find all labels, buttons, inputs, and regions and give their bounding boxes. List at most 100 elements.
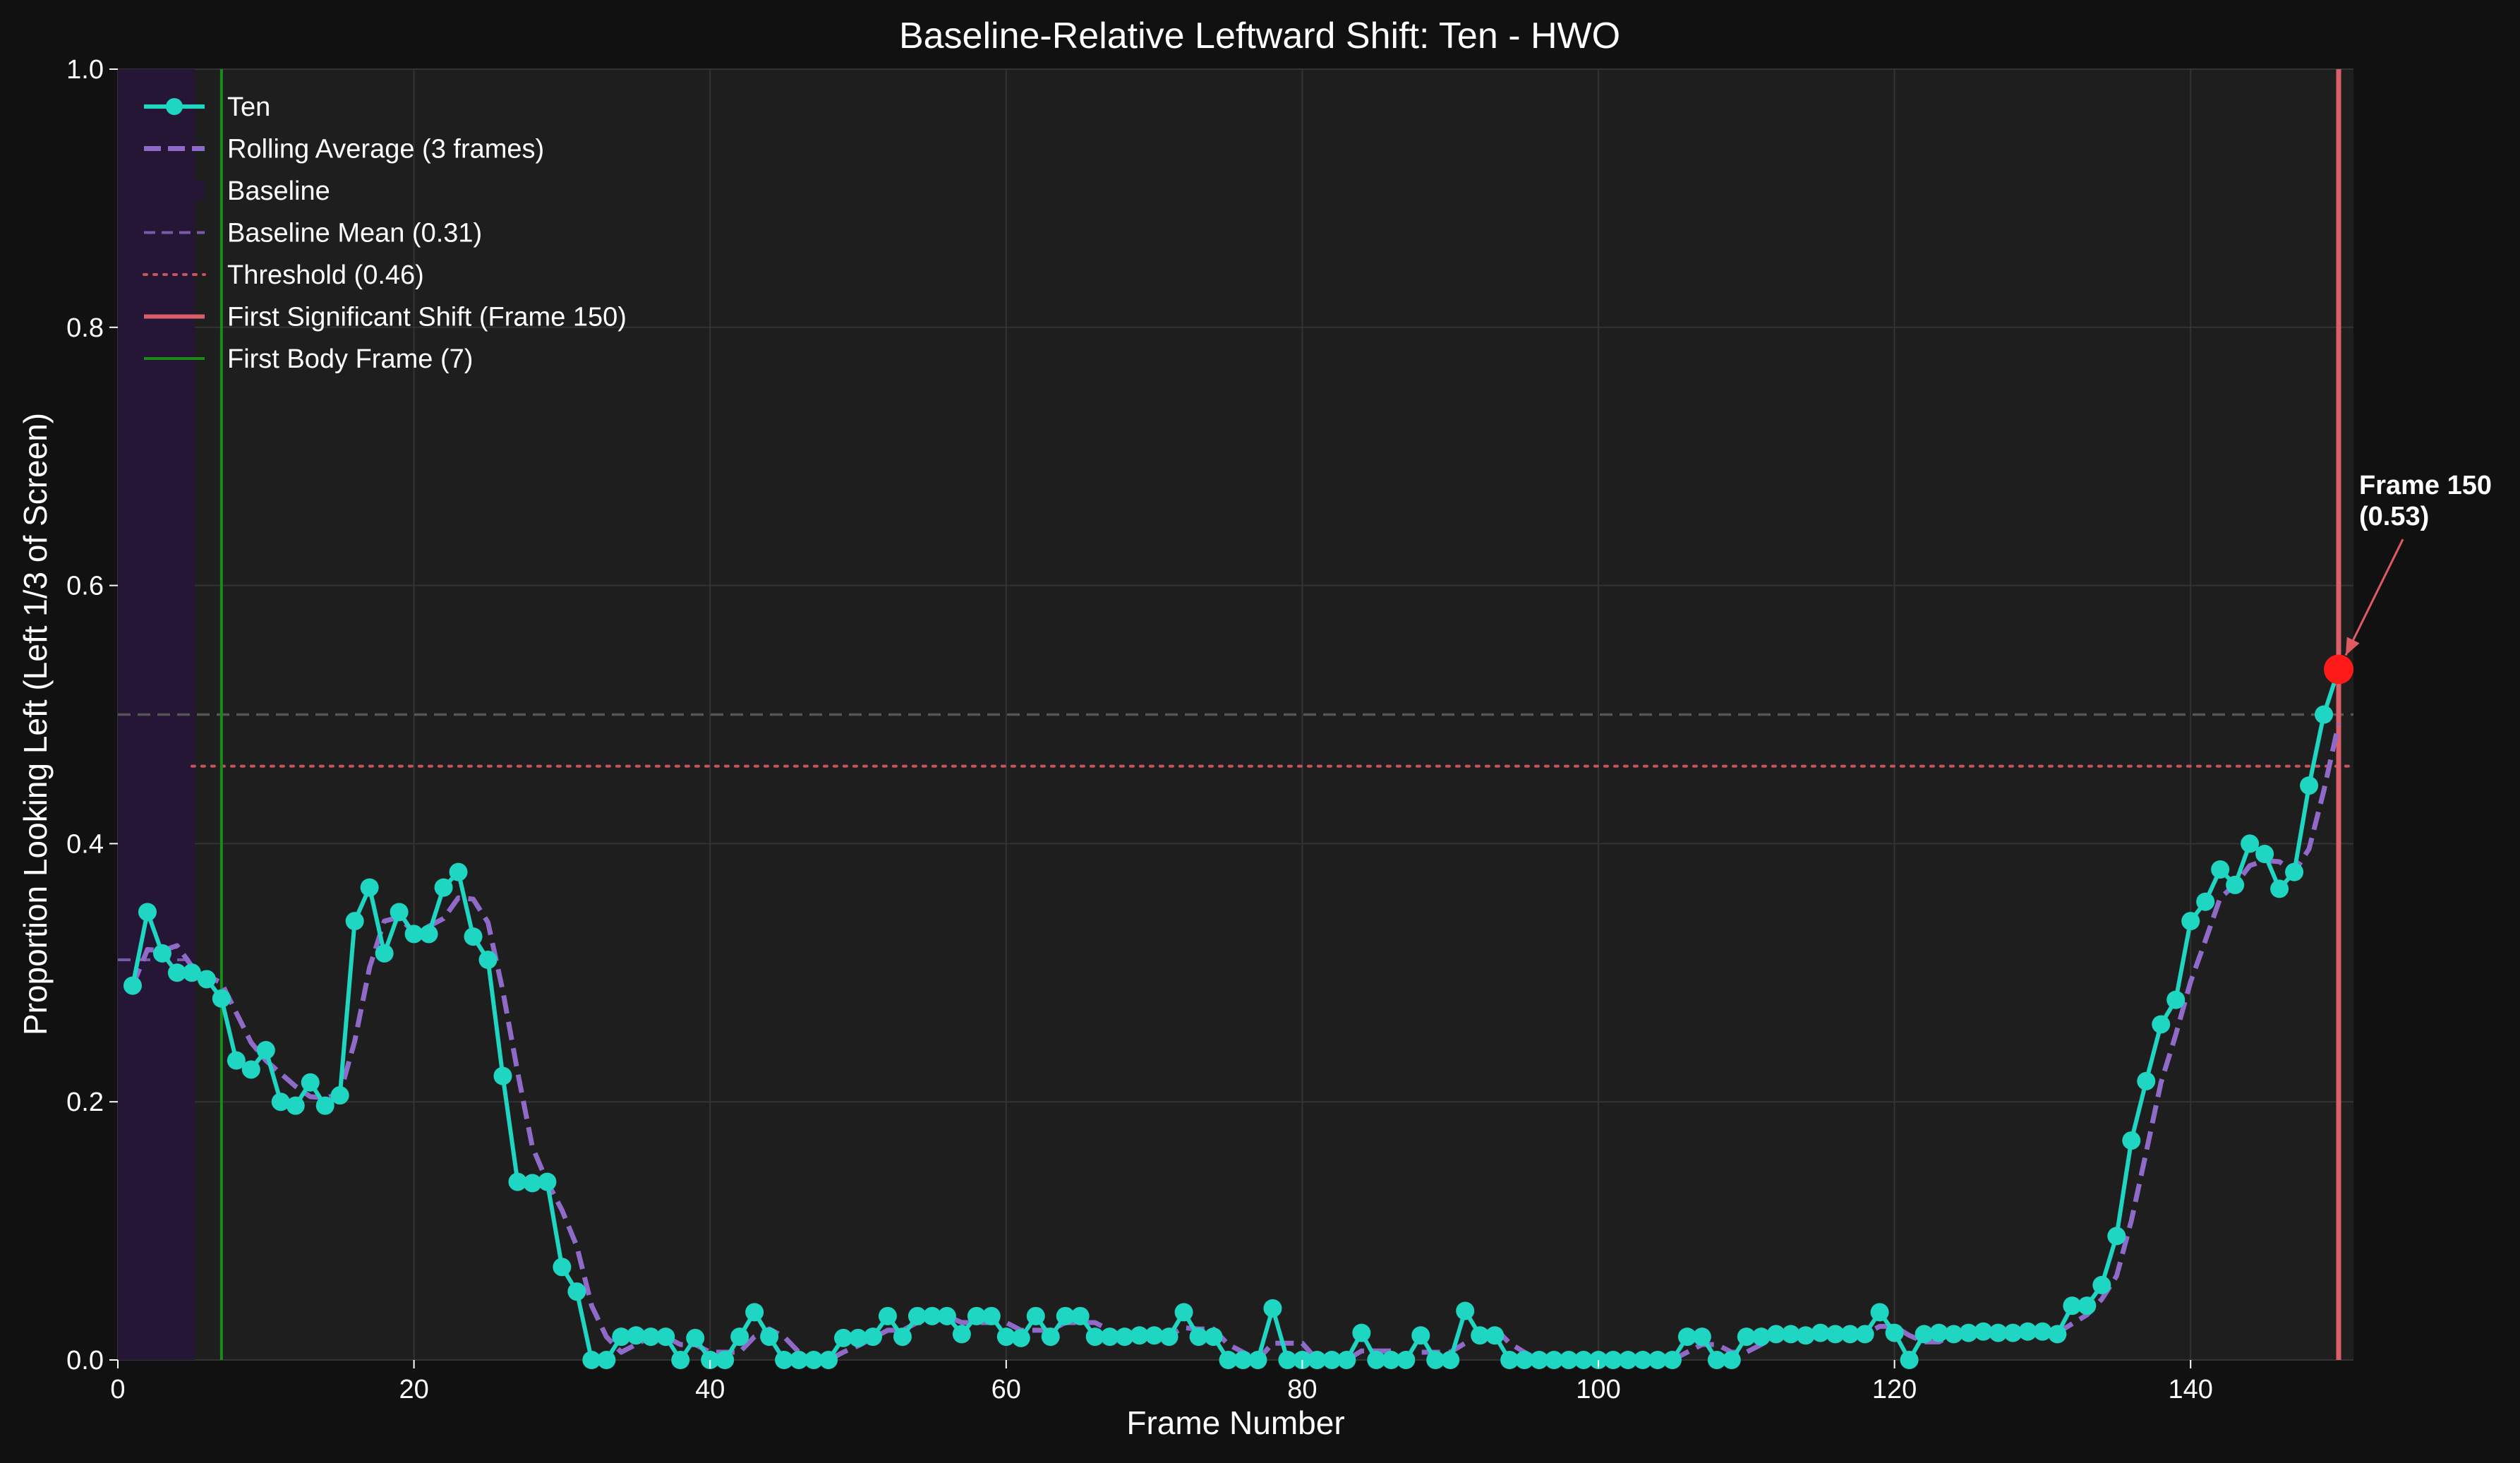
data-point: [478, 951, 498, 970]
data-point: [464, 927, 483, 946]
data-point: [1026, 1306, 1045, 1325]
data-point: [241, 1060, 260, 1079]
chart-title: Baseline-Relative Leftward Shift: Ten - …: [899, 16, 1620, 56]
data-point: [1219, 1351, 1238, 1369]
data-point: [849, 1328, 868, 1347]
y-tick-label: 0.0: [66, 1346, 104, 1375]
data-point: [1545, 1351, 1564, 1369]
data-point: [1811, 1323, 1830, 1342]
data-point: [1500, 1351, 1519, 1369]
legend-label: Ten: [227, 92, 270, 122]
annotation-layer: Frame 150(0.53): [2324, 471, 2492, 685]
data-point: [2315, 705, 2334, 724]
data-point: [1885, 1323, 1904, 1342]
data-point: [1944, 1325, 1963, 1344]
data-point: [834, 1328, 853, 1347]
x-tick-label: 20: [399, 1375, 428, 1404]
data-point: [419, 925, 438, 944]
data-point: [790, 1351, 809, 1369]
data-point: [1367, 1351, 1386, 1369]
data-point: [2152, 1015, 2171, 1034]
data-point: [1560, 1351, 1579, 1369]
data-point: [286, 1096, 305, 1115]
data-point: [123, 976, 142, 995]
data-point: [1234, 1351, 1253, 1369]
data-point: [1189, 1327, 1208, 1347]
data-point: [1796, 1326, 1815, 1345]
data-point: [493, 1066, 512, 1085]
data-point: [730, 1327, 749, 1347]
data-point: [597, 1351, 616, 1369]
data-point: [271, 1092, 290, 1112]
data-point: [1204, 1327, 1223, 1347]
data-point: [1603, 1351, 1622, 1369]
y-tick-label: 0.6: [66, 572, 104, 601]
data-point: [1263, 1299, 1282, 1318]
series-layer: [123, 660, 2349, 1369]
x-tick-label: 100: [1576, 1375, 1620, 1404]
data-point: [1677, 1327, 1696, 1347]
annotation-arrow: [2344, 538, 2404, 656]
data-point: [1441, 1351, 1460, 1369]
data-point: [1130, 1326, 1149, 1345]
legend-item-threshold: Threshold (0.46): [143, 260, 424, 290]
data-point: [1870, 1303, 1889, 1322]
data-point: [1100, 1327, 1119, 1347]
x-tick-label: 120: [1872, 1375, 1917, 1404]
data-point: [1766, 1325, 1785, 1344]
data-point: [671, 1351, 690, 1369]
rolling-average-line: [130, 723, 2341, 1363]
x-tick-label: 140: [2169, 1375, 2213, 1404]
data-point: [1722, 1351, 1741, 1369]
data-point: [819, 1351, 838, 1369]
ticks-layer: 0 20 40 60 80 100 120 140 0.0 0.2 0.4 0.6 0.8 1.0: [66, 55, 2213, 1404]
data-point: [2270, 879, 2289, 898]
data-point: [804, 1351, 824, 1369]
data-point: [775, 1351, 794, 1369]
y-tick-label: 0.2: [66, 1088, 104, 1117]
x-tick-label: 0: [110, 1375, 125, 1404]
data-point: [1915, 1325, 1934, 1344]
data-point: [434, 878, 453, 897]
data-point: [908, 1306, 927, 1325]
data-point: [582, 1351, 601, 1369]
data-point: [138, 903, 157, 922]
data-point: [1855, 1325, 1874, 1344]
data-point: [1959, 1323, 1978, 1342]
y-tick-label: 0.8: [66, 313, 104, 343]
data-point: [1929, 1323, 1948, 1342]
data-point: [1174, 1303, 1193, 1322]
data-point: [716, 1351, 735, 1369]
data-point: [167, 963, 186, 982]
data-point: [2255, 845, 2274, 864]
data-point: [1471, 1326, 1490, 1345]
data-point: [2078, 1296, 2097, 1316]
data-point: [390, 903, 409, 922]
legend-label: Baseline Mean (0.31): [227, 219, 482, 248]
data-point: [1248, 1351, 1267, 1369]
data-point: [1485, 1326, 1505, 1345]
data-point: [1352, 1323, 1371, 1342]
data-point: [1530, 1351, 1549, 1369]
y-axis-label: Proportion Looking Left (Left 1/3 of Scr…: [17, 413, 54, 1035]
annotation-label-value: (0.53): [2359, 502, 2429, 531]
data-point: [1071, 1306, 1090, 1325]
data-point: [641, 1327, 661, 1347]
data-point: [2300, 776, 2319, 795]
legend-item-first-significant-shift: First Significant Shift (Frame 150): [144, 303, 627, 332]
legend-swatch: [144, 181, 205, 200]
data-point: [1618, 1351, 1637, 1369]
legend-label: Threshold (0.46): [227, 260, 424, 290]
data-point: [1411, 1326, 1430, 1345]
data-point: [2033, 1322, 2052, 1341]
data-point: [2241, 834, 2260, 853]
y-tick-label: 1.0: [66, 55, 104, 85]
data-point: [893, 1327, 912, 1347]
legend-item-ten: Ten: [144, 92, 270, 122]
data-point: [1456, 1301, 1475, 1320]
annotation-label-frame: Frame 150: [2359, 471, 2492, 500]
legend: Ten Rolling Average (3 frames) Baseline Bas…: [143, 92, 627, 374]
data-point: [182, 963, 201, 982]
legend-item-rolling-average: Rolling Average (3 frames): [144, 135, 544, 164]
